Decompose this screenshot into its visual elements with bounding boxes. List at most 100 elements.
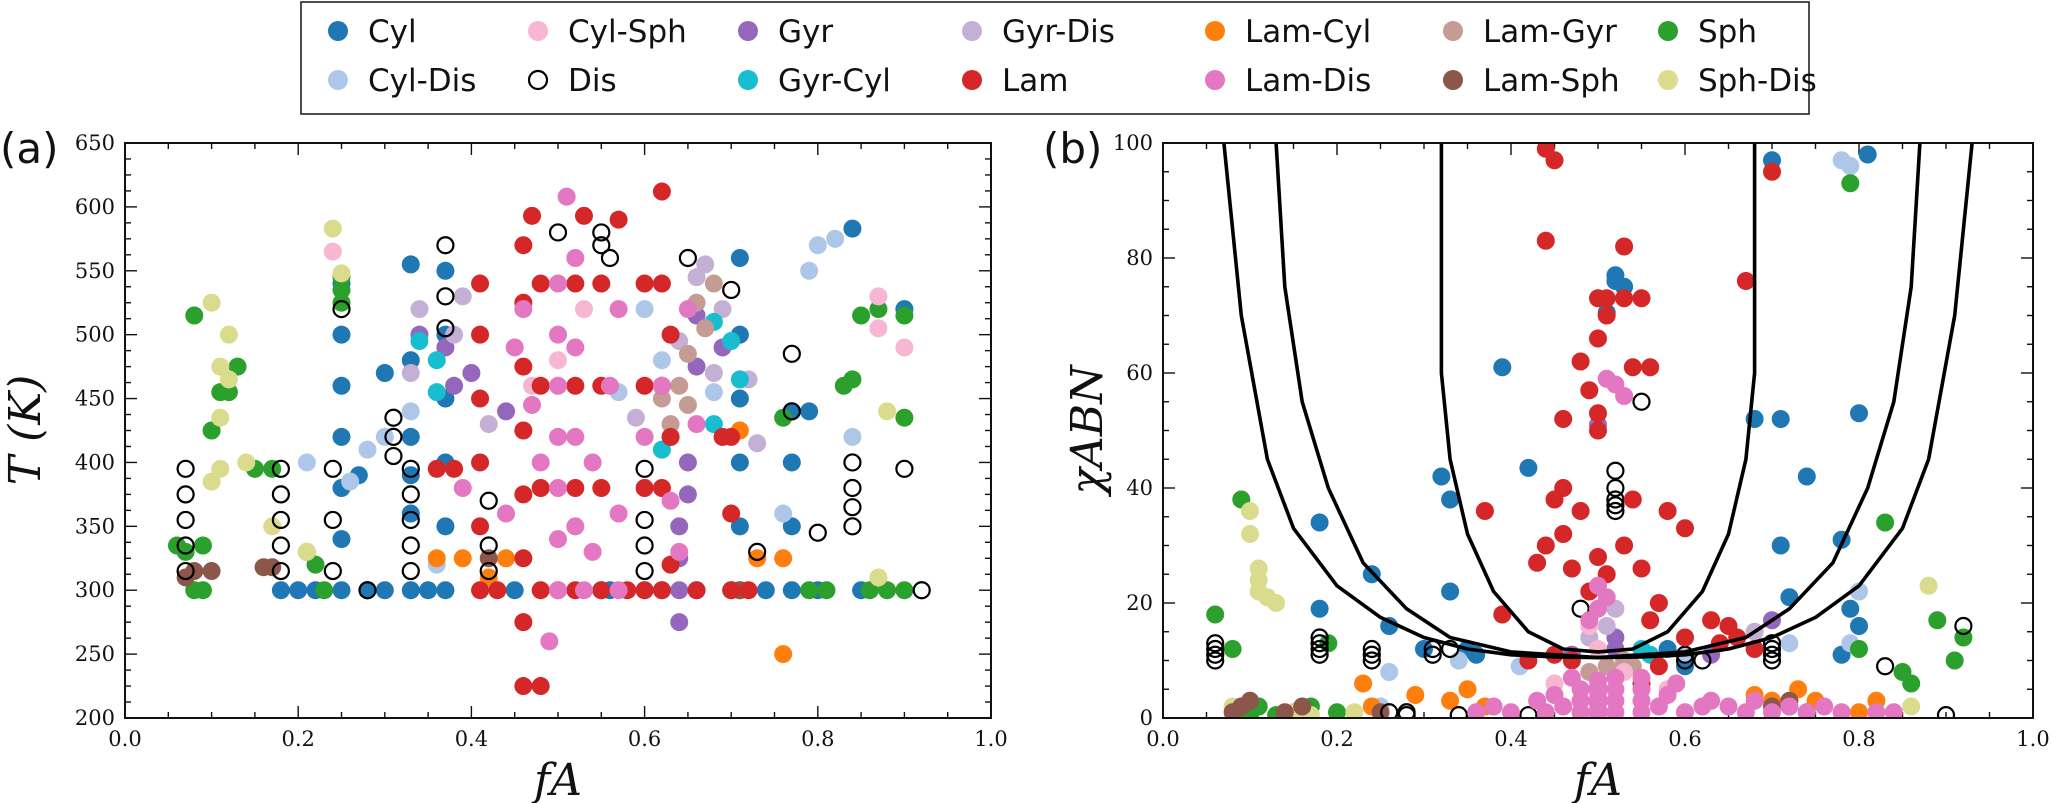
point-lam-dis xyxy=(1667,674,1686,693)
point-lam xyxy=(661,325,680,344)
point-cyl-dis xyxy=(1449,651,1468,670)
legend-label-gyr: Gyr xyxy=(778,14,833,50)
point-gyr-cyl xyxy=(704,415,723,434)
point-lam-dis xyxy=(583,453,602,472)
point-cyl-dis xyxy=(843,427,862,446)
point-dis xyxy=(1206,651,1225,670)
point-dis xyxy=(401,485,420,504)
point-lam xyxy=(471,389,490,408)
point-lam xyxy=(1736,272,1755,290)
point-cyl-sph xyxy=(549,351,567,370)
point-lam xyxy=(566,376,585,395)
legend-label-lam: Lam xyxy=(1002,63,1068,99)
legend-label-gyr-cyl: Gyr-Cyl xyxy=(778,63,891,99)
point-lam xyxy=(514,357,533,376)
point-lam-dis xyxy=(557,187,576,206)
point-dis xyxy=(1310,645,1329,664)
point-lam xyxy=(1615,289,1634,308)
point-lam xyxy=(1763,162,1781,181)
point-gyr-dis xyxy=(1597,617,1616,635)
point-lam xyxy=(514,485,533,504)
point-cyl-dis xyxy=(1841,157,1860,175)
point-sph xyxy=(306,555,325,574)
point-lam xyxy=(1597,306,1616,325)
point-cyl xyxy=(401,466,420,485)
point-lam xyxy=(471,453,490,472)
point-cyl xyxy=(401,504,420,523)
series-gyr-dis xyxy=(401,255,767,453)
point-dis xyxy=(436,319,455,338)
point-lam xyxy=(1580,381,1599,400)
point-lam xyxy=(523,206,542,225)
y-tick-label: 250 xyxy=(75,642,115,666)
point-cyl xyxy=(756,581,775,600)
point-cyl-dis xyxy=(652,351,671,370)
legend-label-sph-dis: Sph-Dis xyxy=(1698,63,1817,99)
point-sph xyxy=(1902,674,1921,693)
point-gyr xyxy=(678,453,697,472)
legend-marker-lam-dis xyxy=(1205,70,1225,90)
series-lam-dis xyxy=(1467,369,1903,718)
data-region-b xyxy=(1206,143,1973,718)
point-lam xyxy=(1615,536,1634,555)
point-lam-gyr xyxy=(704,274,723,293)
point-lam-dis xyxy=(1597,369,1616,388)
point-cyl-sph xyxy=(869,287,888,306)
point-sph xyxy=(1876,513,1895,532)
point-lam xyxy=(514,613,533,632)
point-dis xyxy=(748,542,767,561)
point-lam xyxy=(739,581,758,600)
point-lam xyxy=(1545,151,1564,170)
point-sph xyxy=(1328,703,1346,718)
point-sph-dis xyxy=(297,542,316,561)
point-lam xyxy=(1658,502,1677,520)
point-lam xyxy=(1554,525,1573,543)
legend-label-lam-gyr: Lam-Gyr xyxy=(1483,14,1617,50)
point-dis xyxy=(479,491,498,510)
point-dis xyxy=(1875,657,1895,676)
panel-label-b: (b) xyxy=(1043,124,1102,173)
panel-a: 0.0 0.2 0.4 0.6 0.8 1.0 200 250 300 350 400 450 500 5… xyxy=(0,124,1008,803)
x-tick-label: 0.4 xyxy=(455,727,488,751)
point-dis xyxy=(358,581,377,600)
point-lam-dis xyxy=(549,479,567,497)
point-lam-dis xyxy=(566,338,585,357)
point-lam-cyl xyxy=(774,549,793,568)
point-lam xyxy=(635,581,654,600)
point-lam-dis xyxy=(583,542,602,561)
point-gyr-cyl xyxy=(722,332,741,351)
point-dis xyxy=(1310,628,1329,647)
legend-marker-gyr-dis xyxy=(962,21,982,41)
point-cyl xyxy=(289,581,308,600)
point-sph xyxy=(228,357,247,376)
point-dis xyxy=(1606,501,1625,521)
point-dis xyxy=(1762,639,1782,659)
point-sph-dis xyxy=(219,370,238,389)
point-cyl xyxy=(358,581,377,600)
point-cyl-dis xyxy=(401,402,420,421)
point-gyr-cyl xyxy=(730,370,749,389)
point-lam xyxy=(531,581,550,600)
point-gyr-cyl xyxy=(652,440,671,459)
point-cyl-sph xyxy=(895,338,914,357)
y-tick-label: 400 xyxy=(75,450,115,474)
point-cyl xyxy=(1432,467,1451,486)
point-lam xyxy=(722,581,741,600)
x-tick-label: 0.6 xyxy=(628,727,661,751)
point-cyl xyxy=(782,517,801,536)
point-dis xyxy=(1762,645,1782,664)
point-lam xyxy=(592,581,611,600)
point-dis xyxy=(635,561,654,581)
point-dis xyxy=(678,248,698,268)
panel-label-a: (a) xyxy=(0,124,59,173)
point-cyl-dis xyxy=(635,300,654,319)
point-lam-dis xyxy=(1528,691,1547,710)
point-dis xyxy=(1423,645,1442,664)
point-sph xyxy=(852,306,871,325)
point-dis xyxy=(592,236,611,255)
point-sph xyxy=(895,408,914,427)
point-lam-dis xyxy=(1815,697,1834,716)
point-cyl xyxy=(1493,358,1512,377)
point-lam-dis xyxy=(661,491,680,510)
